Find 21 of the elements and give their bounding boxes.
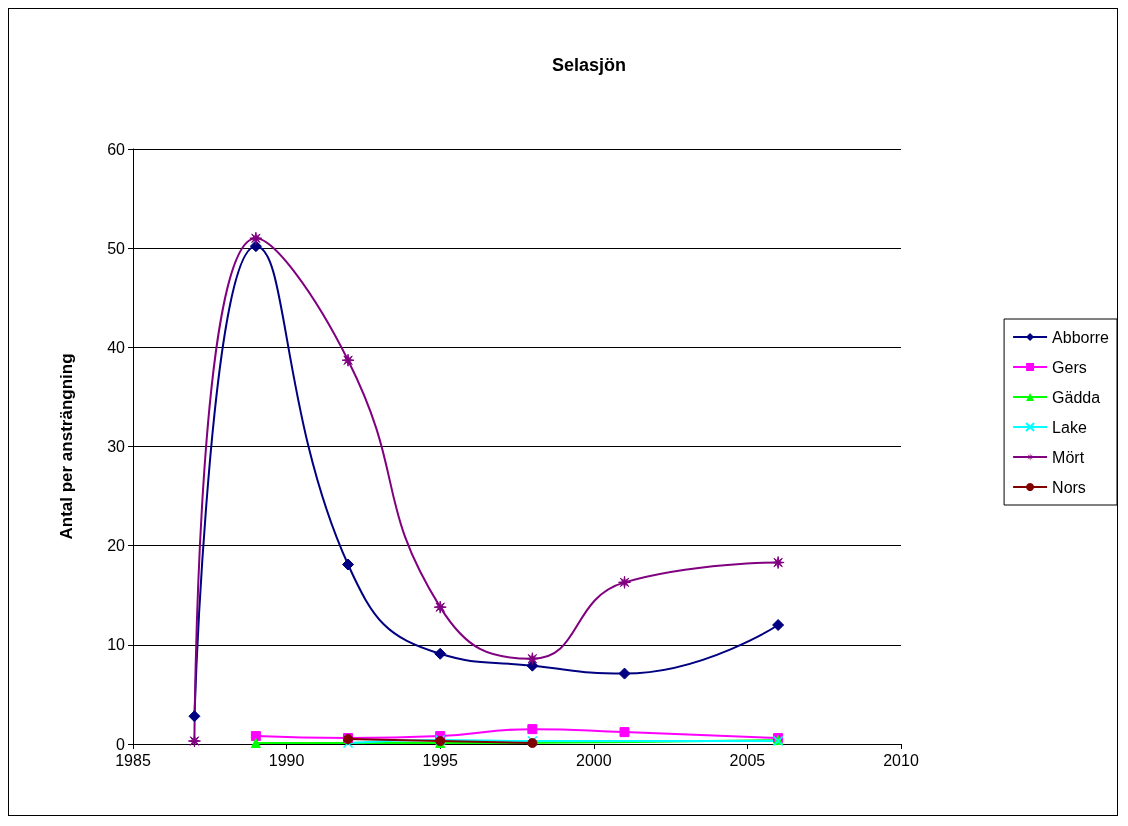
legend-label: Gädda xyxy=(1052,388,1101,406)
y-tick-label: 0 xyxy=(116,735,126,753)
x-tick-label: 2000 xyxy=(576,751,612,769)
legend-label: Mört xyxy=(1052,448,1085,466)
x-tick-label: 1995 xyxy=(422,751,459,769)
x-tick-label: 1990 xyxy=(268,751,305,769)
y-tick-label: 40 xyxy=(107,338,126,356)
legend-label: Lake xyxy=(1052,418,1087,436)
x-tick-label: 2010 xyxy=(883,751,919,769)
x-tick-label: 2005 xyxy=(729,751,766,769)
legend-label: Gers xyxy=(1052,358,1087,376)
y-tick-label: 50 xyxy=(107,239,126,257)
y-tick-label: 20 xyxy=(107,537,126,555)
y-axis-title: Antal per ansträngning xyxy=(57,353,76,540)
x-tick-label: 1985 xyxy=(115,751,151,769)
chart-title: Selasjön xyxy=(551,55,627,75)
legend-label: Nors xyxy=(1052,478,1086,496)
y-tick-label: 30 xyxy=(107,438,126,455)
y-tick-label: 60 xyxy=(107,140,126,158)
legend-label: Abborre xyxy=(1052,328,1110,346)
y-tick-label: 10 xyxy=(107,636,126,654)
